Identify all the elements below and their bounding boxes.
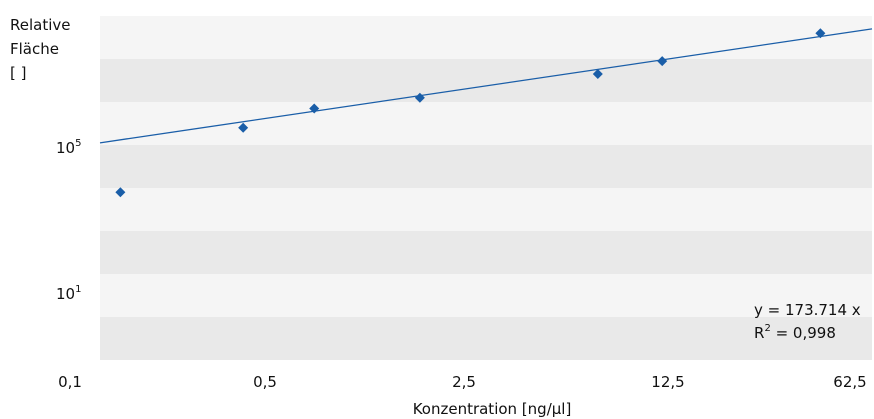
y-axis-label-line-3: [ ] bbox=[10, 64, 26, 82]
trendline bbox=[99, 28, 873, 144]
background-band bbox=[100, 16, 872, 59]
data-point bbox=[592, 69, 603, 80]
background-band bbox=[100, 59, 872, 102]
data-point bbox=[309, 103, 320, 114]
data-point bbox=[414, 92, 425, 103]
y-axis-label-line-1: Relative bbox=[10, 16, 71, 34]
y-tick-label-10e1: 101 bbox=[56, 284, 81, 303]
data-point bbox=[815, 28, 826, 39]
background-band bbox=[100, 188, 872, 231]
x-tick-label: 62,5 bbox=[833, 373, 866, 391]
background-band bbox=[100, 145, 872, 188]
x-tick-label: 0,5 bbox=[253, 373, 277, 391]
background-band bbox=[100, 274, 872, 317]
x-tick-label: 0,1 bbox=[58, 373, 82, 391]
regression-equation: y = 173.714 x bbox=[754, 301, 861, 319]
x-tick-label: 12,5 bbox=[651, 373, 684, 391]
background-band bbox=[100, 317, 872, 360]
background-band bbox=[100, 102, 872, 145]
r-squared-value: R2 = 0,998 bbox=[754, 323, 836, 342]
x-tick-labels: 0,1 0,5 2,5 12,5 62,5 bbox=[58, 373, 867, 391]
y-axis-label-line-2: Fläche bbox=[10, 40, 59, 58]
data-points bbox=[115, 28, 826, 198]
data-point bbox=[657, 56, 668, 67]
x-axis-label: Konzentration [ng/µl] bbox=[413, 400, 572, 418]
x-tick-label: 2,5 bbox=[452, 373, 476, 391]
y-tick-label-10e5: 105 bbox=[56, 138, 81, 157]
plot-background-bands bbox=[100, 16, 872, 360]
data-point bbox=[238, 122, 249, 133]
background-band bbox=[100, 231, 872, 274]
data-point bbox=[115, 187, 126, 198]
